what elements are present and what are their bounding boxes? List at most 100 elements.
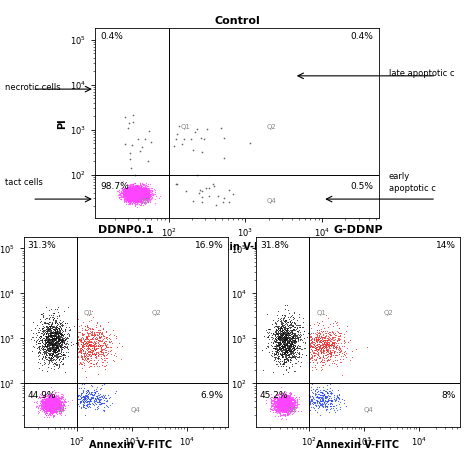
Point xyxy=(273,401,280,409)
Point xyxy=(323,345,331,352)
Point xyxy=(51,400,59,408)
Point xyxy=(305,325,313,332)
Point xyxy=(330,357,337,365)
Point xyxy=(193,125,201,133)
Point xyxy=(46,402,54,410)
Point xyxy=(277,398,284,405)
Point xyxy=(47,398,55,405)
Point xyxy=(139,195,147,202)
Point xyxy=(56,342,64,350)
Point xyxy=(81,394,88,402)
Point xyxy=(134,189,142,197)
Point xyxy=(42,399,50,407)
Point xyxy=(291,319,299,327)
Point xyxy=(131,188,139,195)
Point xyxy=(129,185,137,193)
Point xyxy=(285,406,293,413)
Point xyxy=(317,338,325,346)
Point xyxy=(139,190,146,198)
Point xyxy=(120,190,128,198)
Point xyxy=(141,199,149,206)
Point xyxy=(283,409,291,417)
Point xyxy=(286,363,293,370)
Point xyxy=(47,398,55,406)
Point xyxy=(138,191,146,198)
Point xyxy=(86,344,93,352)
Point xyxy=(132,192,139,200)
Point xyxy=(273,393,281,401)
Point xyxy=(279,394,286,401)
Point xyxy=(132,189,140,196)
Point xyxy=(57,330,64,338)
Point xyxy=(274,338,282,346)
Point xyxy=(289,398,297,405)
Point xyxy=(319,346,327,354)
Point xyxy=(53,401,61,408)
Point xyxy=(45,395,53,402)
Point xyxy=(135,197,142,205)
Point xyxy=(275,402,283,410)
Point xyxy=(95,397,103,405)
Point xyxy=(81,394,89,401)
Point xyxy=(328,348,335,356)
Point xyxy=(49,399,57,407)
Point xyxy=(91,335,99,342)
Point xyxy=(45,400,52,408)
Point xyxy=(294,336,302,343)
Point xyxy=(120,193,128,201)
Point xyxy=(44,402,52,410)
Point xyxy=(310,337,317,344)
Point xyxy=(132,186,140,193)
Point xyxy=(272,361,280,368)
Point xyxy=(272,345,280,352)
Point xyxy=(276,399,283,407)
Point xyxy=(283,337,290,344)
Point xyxy=(47,352,55,359)
Point xyxy=(45,398,53,406)
Point xyxy=(278,404,285,412)
Point xyxy=(46,405,54,412)
Point xyxy=(275,406,283,413)
Point xyxy=(140,190,147,198)
Point xyxy=(277,324,285,331)
Point xyxy=(286,403,293,411)
Point xyxy=(134,189,141,197)
Point xyxy=(132,191,140,199)
Point xyxy=(52,341,59,348)
Point xyxy=(273,329,281,337)
Point xyxy=(47,404,55,411)
Point xyxy=(280,398,287,406)
Point xyxy=(137,185,145,192)
Point xyxy=(282,402,289,410)
Point xyxy=(83,357,91,365)
Point xyxy=(78,346,85,354)
Point xyxy=(276,333,283,340)
Point xyxy=(315,332,322,339)
Point xyxy=(275,395,283,402)
Point xyxy=(48,401,55,409)
Point xyxy=(126,193,133,201)
Point xyxy=(126,188,133,196)
Point xyxy=(45,403,53,410)
Point xyxy=(77,346,84,354)
Point xyxy=(52,330,60,337)
Point xyxy=(50,404,57,411)
Point xyxy=(127,189,134,196)
Point xyxy=(284,391,292,399)
Point xyxy=(277,328,285,335)
Point xyxy=(132,195,139,203)
Point xyxy=(47,399,55,407)
Point xyxy=(321,340,328,348)
Point xyxy=(126,187,134,194)
Point xyxy=(335,334,343,342)
Point xyxy=(133,184,140,191)
Point xyxy=(79,353,86,360)
Point xyxy=(58,346,65,354)
Point xyxy=(51,326,59,333)
Point xyxy=(143,190,150,198)
Point xyxy=(283,402,291,410)
Point xyxy=(138,190,146,197)
Point xyxy=(278,400,285,407)
Point xyxy=(119,186,127,193)
Point xyxy=(136,184,143,192)
